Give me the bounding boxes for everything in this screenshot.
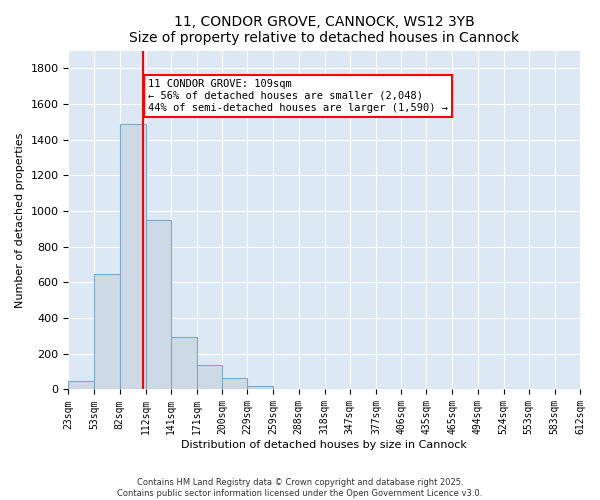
Title: 11, CONDOR GROVE, CANNOCK, WS12 3YB
Size of property relative to detached houses: 11, CONDOR GROVE, CANNOCK, WS12 3YB Size… [129,15,519,45]
Bar [274,388,299,390]
Bar [222,378,247,390]
Bar [119,124,146,390]
Bar [197,366,222,390]
Bar [146,220,171,390]
Bar [68,380,94,390]
Bar [247,386,274,390]
Bar [171,337,197,390]
Text: Contains HM Land Registry data © Crown copyright and database right 2025.
Contai: Contains HM Land Registry data © Crown c… [118,478,482,498]
X-axis label: Distribution of detached houses by size in Cannock: Distribution of detached houses by size … [181,440,467,450]
Text: 11 CONDOR GROVE: 109sqm
← 56% of detached houses are smaller (2,048)
44% of semi: 11 CONDOR GROVE: 109sqm ← 56% of detache… [148,80,448,112]
Bar [94,274,119,390]
Y-axis label: Number of detached properties: Number of detached properties [15,132,25,308]
